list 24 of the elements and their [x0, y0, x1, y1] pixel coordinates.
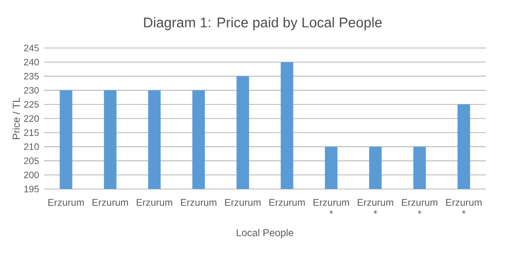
x-axis-title: Local People	[236, 228, 294, 238]
y-tick-label: 220	[24, 115, 39, 122]
chart-title: Diagram 1: Price paid by Local People	[144, 17, 382, 30]
x-tick-label: Erzurum	[48, 199, 84, 206]
y-tick-label: 215	[24, 129, 39, 136]
y-tick-label: 210	[24, 143, 39, 150]
x-tick-label: Erzurum	[269, 199, 305, 206]
x-tick-label: Erzurum	[181, 199, 216, 206]
y-axis-title: Price / TL	[12, 97, 20, 140]
y-tick-label: 230	[24, 87, 39, 94]
x-tick-label: Erzurum	[225, 199, 261, 206]
x-tick-label: Erzurum *	[358, 199, 394, 214]
y-tick-label: 225	[24, 101, 39, 108]
y-tick-label: 200	[24, 172, 39, 178]
y-tick-label: 240	[24, 58, 39, 66]
y-tick-label: 235	[24, 72, 39, 80]
y-tick-label: 195	[24, 186, 39, 192]
x-tick-label: Erzurum *	[402, 199, 438, 214]
y-tick-label: 245	[24, 44, 39, 52]
y-tick-label: 205	[24, 158, 39, 164]
x-tick-label: Erzurum	[136, 199, 172, 206]
x-tick-label: Erzurum *	[446, 199, 482, 214]
x-tick-label: Erzurum *	[314, 199, 349, 214]
x-tick-label: Erzurum	[92, 199, 128, 206]
